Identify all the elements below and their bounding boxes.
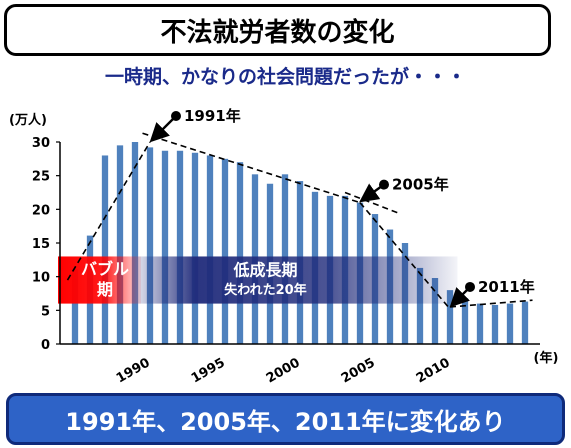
x-axis-label: (年)	[534, 350, 559, 366]
trend-line	[359, 202, 451, 310]
stagnation-period-label: 低成長期	[232, 260, 297, 279]
y-tick-label: 30	[32, 136, 50, 151]
bar	[491, 304, 499, 344]
callout-dot	[379, 179, 389, 190]
page-title: 不法就労者数の変化	[4, 4, 551, 56]
y-tick-label: 25	[32, 170, 50, 185]
bar	[101, 155, 109, 344]
x-tick-label: 2000	[264, 355, 303, 386]
stagnation-period-sublabel: 失われた20年	[224, 282, 306, 298]
y-tick-label: 10	[32, 271, 50, 286]
callout-arrow	[149, 115, 177, 143]
callout-label: 2005年	[392, 176, 449, 194]
bar	[416, 267, 424, 344]
x-tick-label: 1990	[114, 355, 153, 386]
bar	[446, 290, 454, 344]
bar	[191, 152, 199, 344]
callout-label: 2011年	[478, 278, 535, 296]
trend-line	[142, 132, 361, 204]
bar	[236, 162, 244, 344]
bar	[131, 142, 139, 344]
bar	[161, 150, 169, 344]
page-subtitle: 一時期、かなりの社会問題だったが・・・	[104, 66, 466, 88]
y-tick-label: 0	[41, 338, 50, 353]
bar	[476, 303, 484, 344]
bar	[206, 155, 214, 344]
callout-label: 1991年	[184, 107, 241, 125]
bubble-period-label-2: 期	[97, 280, 113, 299]
y-tick-label: 5	[41, 304, 50, 319]
callout-dot	[171, 111, 181, 121]
bar	[431, 278, 439, 344]
bar	[176, 150, 184, 344]
bar	[461, 298, 469, 344]
bar	[521, 301, 529, 344]
bar	[71, 269, 79, 344]
y-axis-label: (万人)	[9, 112, 47, 128]
y-tick-label: 15	[32, 237, 50, 252]
callout-dot	[465, 281, 475, 292]
bubble-period-band	[58, 256, 141, 304]
trend-line	[66, 141, 151, 281]
bar	[506, 303, 514, 344]
bar	[221, 158, 229, 344]
x-tick-label: 2010	[414, 355, 453, 386]
x-tick-label: 2005	[339, 355, 378, 386]
x-tick-label: 1995	[189, 355, 228, 386]
y-tick-label: 20	[32, 203, 50, 218]
bubble-period-label: バブル	[81, 260, 129, 279]
trend-line	[344, 191, 398, 214]
stagnation-period-band	[138, 256, 458, 304]
conclusion-banner: 1991年、2005年、2011年に変化あり	[6, 393, 565, 445]
bar	[116, 145, 124, 344]
bar	[146, 147, 154, 344]
